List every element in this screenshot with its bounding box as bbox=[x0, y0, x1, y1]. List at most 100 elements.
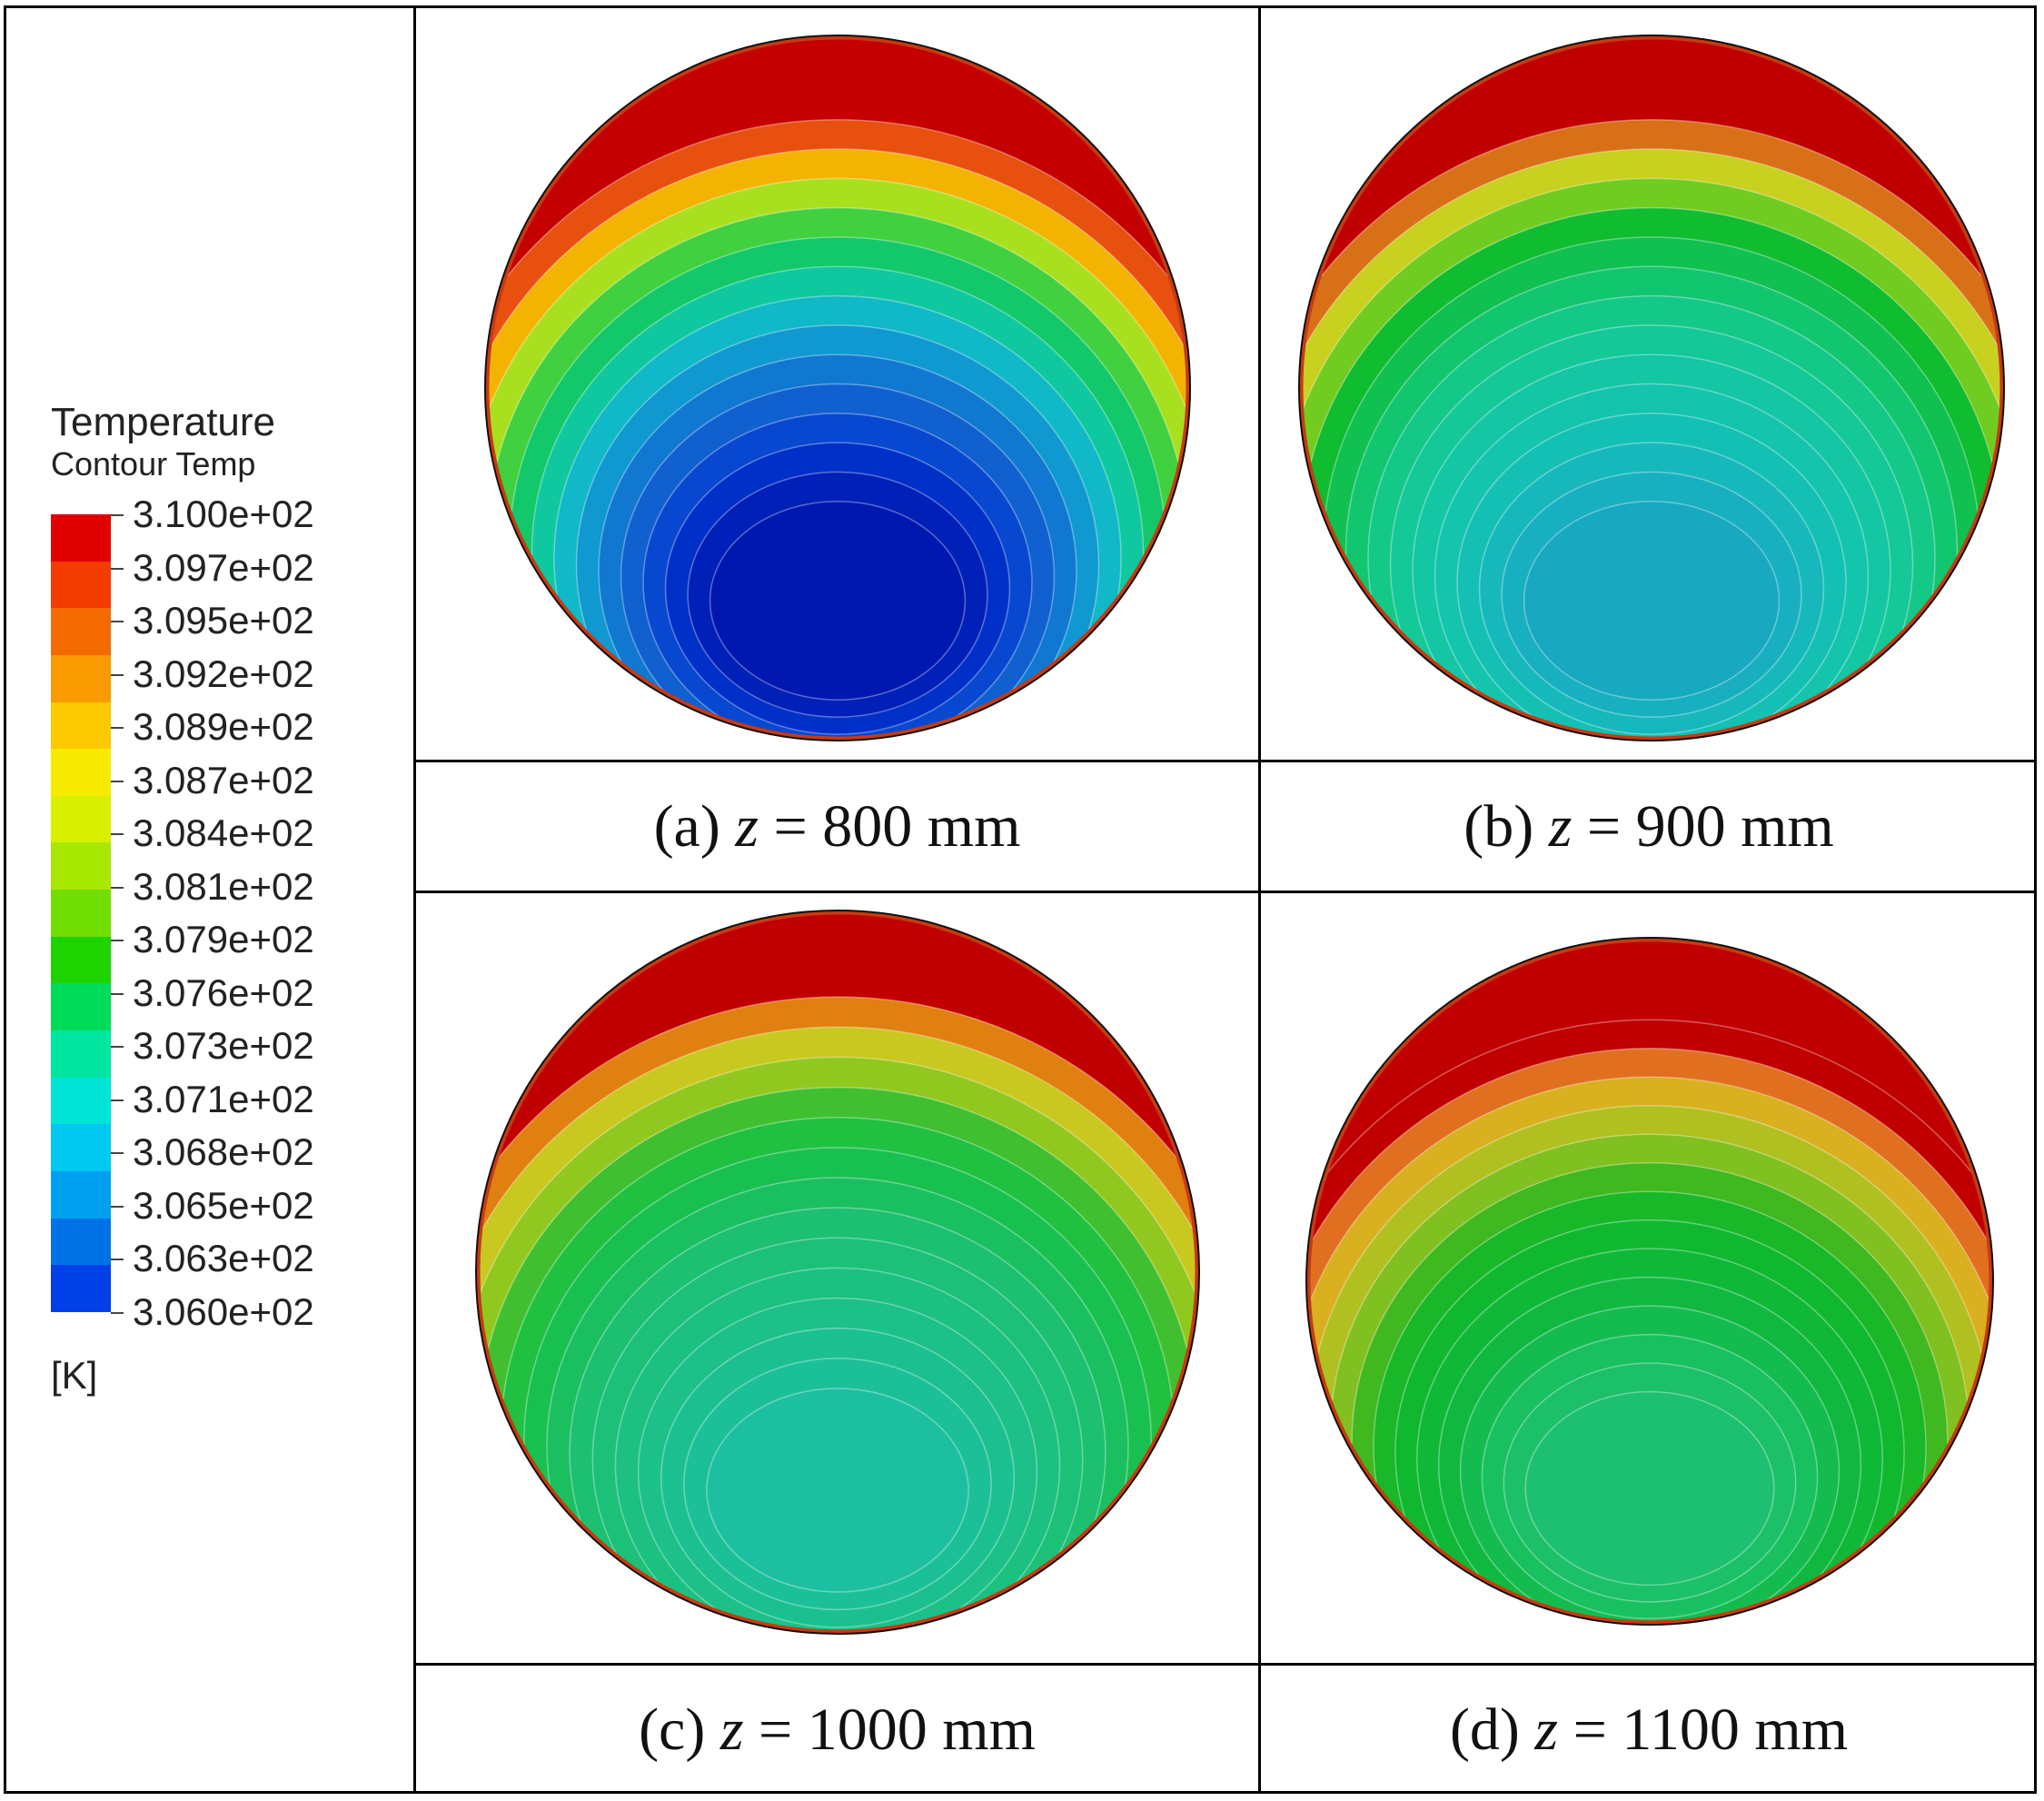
caption-c-value: = 1000 mm bbox=[759, 1697, 1036, 1763]
legend-tick: 3.076e+02 bbox=[111, 971, 383, 1014]
legend-tick: 3.092e+02 bbox=[111, 652, 383, 695]
legend-tick-mark bbox=[111, 1312, 124, 1314]
colorbar-band bbox=[51, 795, 111, 843]
legend-tick-mark bbox=[111, 833, 124, 836]
legend-tick: 3.081e+02 bbox=[111, 865, 383, 908]
legend-title: Temperature bbox=[51, 400, 276, 444]
caption-d-variable: z bbox=[1534, 1697, 1559, 1763]
caption-a: (a) z = 800 mm bbox=[416, 792, 1258, 861]
colorbar-band bbox=[51, 561, 111, 609]
contour-wall bbox=[1298, 35, 2005, 741]
caption-a-value: = 800 mm bbox=[773, 793, 1021, 860]
legend-tick-mark bbox=[111, 1099, 124, 1101]
colorbar-band bbox=[51, 842, 111, 891]
legend-tick: 3.084e+02 bbox=[111, 811, 383, 854]
legend-tick: 3.087e+02 bbox=[111, 759, 383, 801]
legend-tick: 3.079e+02 bbox=[111, 918, 383, 960]
colorbar-band bbox=[51, 514, 111, 562]
legend-tick-mark bbox=[111, 780, 124, 782]
grid-divider-row1-caption bbox=[413, 891, 2037, 893]
contour-plot-a bbox=[484, 35, 1191, 741]
caption-c: (c) z = 1000 mm bbox=[416, 1696, 1258, 1765]
legend-subtitle: Contour Temp bbox=[51, 445, 256, 483]
colorbar-band bbox=[51, 701, 111, 750]
caption-d: (d) z = 1100 mm bbox=[1261, 1696, 2037, 1765]
contour-outline bbox=[475, 910, 1200, 1635]
legend-tick: 3.068e+02 bbox=[111, 1130, 383, 1173]
caption-a-variable: z bbox=[735, 793, 759, 860]
contour-plot-c bbox=[475, 910, 1200, 1635]
colorbar-band bbox=[51, 749, 111, 796]
grid-divider-middle bbox=[1258, 5, 1261, 1794]
legend-tick-label: 3.097e+02 bbox=[133, 545, 314, 589]
colorbar-band bbox=[51, 1124, 111, 1171]
contour-wall bbox=[484, 35, 1191, 741]
legend-tick: 3.073e+02 bbox=[111, 1024, 383, 1067]
legend-tick: 3.060e+02 bbox=[111, 1290, 383, 1333]
legend-tick-label: 3.081e+02 bbox=[133, 864, 314, 908]
legend-tick-mark bbox=[111, 886, 124, 889]
legend-tick-mark bbox=[111, 1259, 124, 1261]
legend-tick: 3.095e+02 bbox=[111, 599, 383, 642]
legend-tick-label: 3.079e+02 bbox=[133, 918, 314, 961]
caption-b: (b) z = 900 mm bbox=[1261, 792, 2037, 861]
legend-tick-mark bbox=[111, 1152, 124, 1155]
legend-tick-mark bbox=[111, 1205, 124, 1208]
colorbar-band bbox=[51, 936, 111, 984]
legend-tick: 3.065e+02 bbox=[111, 1184, 383, 1227]
legend-tick: 3.071e+02 bbox=[111, 1078, 383, 1120]
legend-colorbar bbox=[51, 514, 111, 1312]
legend-unit: [K] bbox=[51, 1354, 98, 1397]
contour-outline bbox=[484, 35, 1191, 741]
legend-tick: 3.089e+02 bbox=[111, 705, 383, 748]
contour-wall bbox=[475, 910, 1200, 1635]
legend-tick-label: 3.068e+02 bbox=[133, 1130, 314, 1174]
legend-tick-label: 3.076e+02 bbox=[133, 970, 314, 1014]
colorbar-band bbox=[51, 983, 111, 1031]
colorbar-band bbox=[51, 1170, 111, 1219]
colorbar-band bbox=[51, 1077, 111, 1125]
legend-tick-mark bbox=[111, 514, 124, 516]
legend-tick-mark bbox=[111, 992, 124, 995]
legend-tick-mark bbox=[111, 621, 124, 623]
grid-divider-row1-plot bbox=[413, 760, 2037, 762]
legend-tick: 3.100e+02 bbox=[111, 493, 383, 535]
legend-tick-mark bbox=[111, 673, 124, 676]
legend-tick-label: 3.095e+02 bbox=[133, 599, 314, 642]
contour-band bbox=[709, 501, 967, 701]
legend-tick-label: 3.071e+02 bbox=[133, 1077, 314, 1120]
legend-tick: 3.097e+02 bbox=[111, 546, 383, 589]
caption-b-value: = 900 mm bbox=[1586, 793, 1834, 860]
contour-band bbox=[1523, 501, 1781, 701]
colorbar-band bbox=[51, 608, 111, 655]
legend-tick-label: 3.092e+02 bbox=[133, 652, 314, 695]
colorbar-band bbox=[51, 654, 111, 702]
contour-outline bbox=[1305, 937, 1994, 1626]
caption-b-label: (b) bbox=[1464, 793, 1534, 860]
grid-divider-legend bbox=[413, 5, 416, 1794]
colorbar-band bbox=[51, 890, 111, 937]
grid-divider-row2-plot bbox=[413, 1663, 2037, 1666]
caption-c-variable: z bbox=[719, 1697, 744, 1763]
legend-tick-mark bbox=[111, 567, 124, 570]
contour-band bbox=[1524, 1390, 1775, 1587]
legend-tick-label: 3.087e+02 bbox=[133, 758, 314, 801]
legend-tick-label: 3.073e+02 bbox=[133, 1024, 314, 1068]
caption-d-label: (d) bbox=[1449, 1697, 1520, 1763]
contour-plot-b bbox=[1298, 35, 2005, 741]
legend-tick-label: 3.100e+02 bbox=[133, 493, 314, 535]
legend-tick-label: 3.060e+02 bbox=[133, 1290, 314, 1333]
legend-tick-mark bbox=[111, 727, 124, 730]
contour-band bbox=[706, 1388, 969, 1593]
caption-b-variable: z bbox=[1548, 793, 1573, 860]
legend-tick-labels: 3.100e+02 3.097e+02 3.095e+02 3.092e+02 3.08… bbox=[111, 493, 383, 1333]
contour-plot-d bbox=[1305, 937, 1994, 1626]
legend-tick: 3.063e+02 bbox=[111, 1237, 383, 1279]
legend-tick-mark bbox=[111, 1046, 124, 1049]
caption-c-label: (c) bbox=[639, 1697, 706, 1763]
legend-tick-label: 3.063e+02 bbox=[133, 1237, 314, 1280]
colorbar-band bbox=[51, 1218, 111, 1266]
legend-tick-label: 3.089e+02 bbox=[133, 705, 314, 749]
caption-d-value: = 1100 mm bbox=[1573, 1697, 1849, 1763]
contour-wall bbox=[1305, 937, 1994, 1626]
